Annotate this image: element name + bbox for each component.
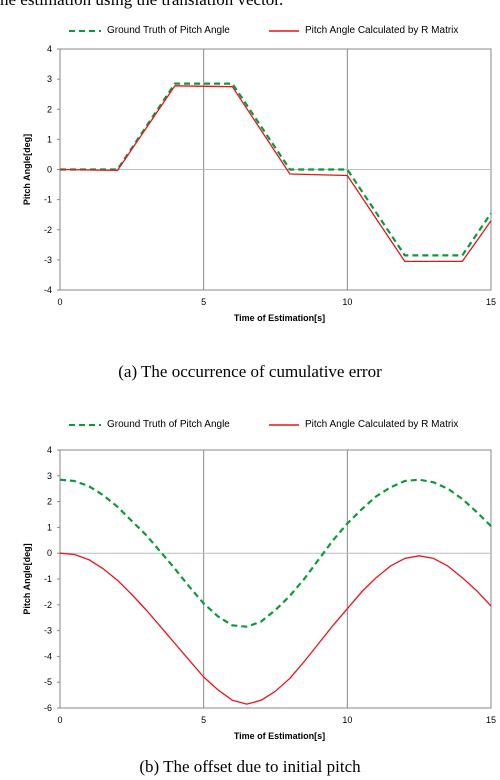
legend-solid-swatch: [269, 423, 299, 426]
y-tick-label: -2: [44, 225, 52, 235]
y-tick-label: -4: [44, 285, 52, 295]
x-tick-label: 0: [57, 715, 62, 725]
caption-b: (b) The offset due to initial pitch: [139, 757, 361, 776]
y-tick-label: -1: [44, 574, 52, 584]
x-axis-title: Time of Estimation[s]: [234, 313, 325, 323]
legend-item-calculated: Pitch Angle Calculated by R Matrix: [268, 419, 458, 430]
x-tick-label: 0: [57, 297, 62, 307]
series-calculated-line: [59, 85, 492, 263]
legend-solid-swatch: [269, 29, 299, 32]
top-text-fragment: he estimation using the translation vect…: [0, 0, 500, 10]
y-tick-label: -6: [44, 703, 52, 713]
y-tick-label: 2: [47, 497, 52, 507]
plot-area: [59, 449, 492, 709]
y-tick-label: -3: [44, 255, 52, 265]
y-tick-label: -1: [44, 195, 52, 205]
y-tick-label: -4: [44, 651, 52, 661]
legend-label-ground-truth: Ground Truth of Pitch Angle: [107, 25, 230, 36]
y-tick-label: 4: [47, 445, 52, 455]
series-ground-truth-line: [59, 478, 492, 628]
series-ground-truth-line: [60, 82, 492, 257]
x-tick-label: 10: [342, 715, 352, 725]
legend-item-calculated: Pitch Angle Calculated by R Matrix: [268, 25, 458, 36]
x-tick-label: 5: [201, 297, 206, 307]
y-tick-label: 4: [47, 44, 52, 54]
y-axis-title: Pitch Angle[deg]: [22, 134, 32, 205]
x-tick-label: 15: [486, 297, 496, 307]
y-tick-label: 1: [47, 522, 52, 532]
y-tick-label: -2: [44, 600, 52, 610]
x-axis-title: Time of Estimation[s]: [234, 731, 325, 741]
legend-b: Ground Truth of Pitch Angle Pitch Angle …: [0, 419, 500, 435]
y-tick-label: 2: [47, 104, 52, 114]
legend-label-ground-truth: Ground Truth of Pitch Angle: [107, 419, 230, 430]
series-calculated-line: [59, 552, 492, 705]
legend-dashed-swatch: [69, 423, 101, 426]
y-tick-label: 0: [47, 548, 52, 558]
legend-a: Ground Truth of Pitch Angle Pitch Angle …: [0, 25, 500, 41]
y-tick-label: -3: [44, 626, 52, 636]
legend-item-ground-truth: Ground Truth of Pitch Angle: [68, 419, 230, 430]
legend-label-calculated: Pitch Angle Calculated by R Matrix: [305, 25, 459, 36]
y-tick-label: -5: [44, 677, 52, 687]
y-tick-label: 3: [47, 471, 52, 481]
y-tick-label: 0: [47, 165, 52, 175]
legend-item-ground-truth: Ground Truth of Pitch Angle: [68, 25, 230, 36]
legend-dashed-swatch: [69, 29, 101, 32]
y-tick-label: 1: [47, 134, 52, 144]
x-tick-label: 10: [342, 297, 352, 307]
legend-label-calculated: Pitch Angle Calculated by R Matrix: [305, 419, 459, 430]
x-tick-label: 5: [201, 715, 206, 725]
x-tick-label: 15: [486, 715, 496, 725]
caption-a: (a) The occurrence of cumulative error: [118, 362, 382, 381]
y-axis-title: Pitch Angle[deg]: [22, 543, 32, 614]
y-tick-label: 3: [47, 74, 52, 84]
